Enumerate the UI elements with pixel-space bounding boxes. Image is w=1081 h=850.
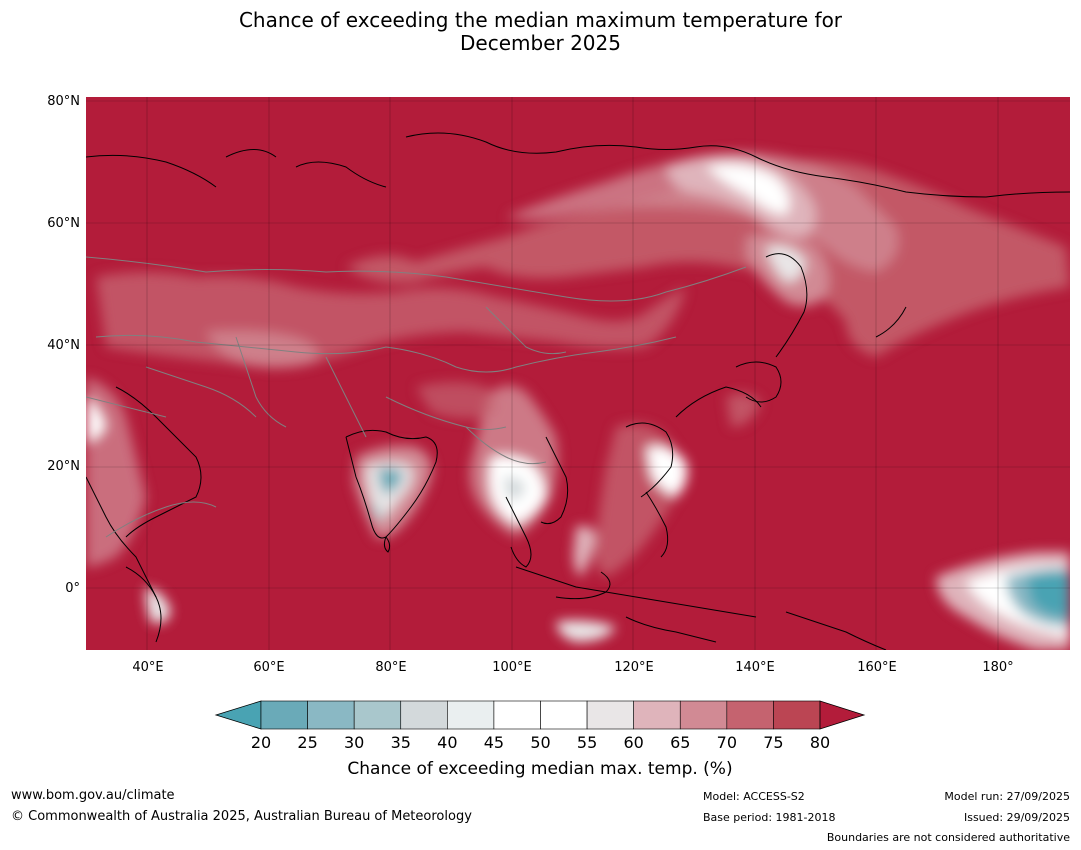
disclaimer-text: Boundaries are not considered authoritat… [826, 831, 1070, 844]
colorbar-swatch [400, 700, 448, 730]
colorbar-swatch [447, 700, 495, 730]
lon-label-40e: 40°E [132, 660, 164, 675]
lon-label-160e: 160°E [857, 660, 897, 675]
lon-label-100e: 100°E [492, 660, 532, 675]
colorbar-tick-label: 30 [343, 733, 365, 752]
colorbar-swatch [307, 700, 355, 730]
title-line-2: December 2025 [460, 31, 621, 55]
map-area [86, 97, 1070, 650]
lat-label-0: 0° [65, 581, 80, 596]
lon-label-120e: 120°E [614, 660, 654, 675]
colorbar-tick-label: 40 [437, 733, 458, 752]
colorbar-tick-label: 35 [390, 733, 411, 752]
graticule [86, 97, 1070, 650]
lon-label-140e: 140°E [735, 660, 775, 675]
colorbar-swatch [493, 700, 541, 730]
colorbar-tick-label: 45 [483, 733, 505, 752]
colorbar-title: Chance of exceeding median max. temp. (%… [347, 759, 733, 779]
colorbar-tick-label: 20 [250, 733, 272, 752]
lat-label-80n: 80°N [47, 94, 80, 109]
colorbar-swatch [260, 700, 308, 730]
lon-label-80e: 80°E [375, 660, 407, 675]
colorbar-tick-label: 70 [716, 733, 737, 752]
model-text: Model: ACCESS-S2 [703, 790, 805, 803]
base-period-text: Base period: 1981-2018 [703, 811, 836, 824]
lon-label-180: 180° [982, 660, 1014, 675]
colorbar-tick-label: 50 [530, 733, 551, 752]
colorbar-swatch [726, 700, 774, 730]
colorbar-swatch [633, 700, 681, 730]
lat-label-60n: 60°N [47, 216, 80, 231]
lat-label-20n: 20°N [47, 459, 80, 474]
colorbar-swatch [586, 700, 634, 730]
colorbar-tick-label: 25 [297, 733, 318, 752]
chart-title: Chance of exceeding the median maximum t… [0, 9, 1081, 55]
map-svg [86, 97, 1070, 650]
title-line-1: Chance of exceeding the median maximum t… [238, 8, 843, 32]
website-link[interactable]: www.bom.gov.au/climate [11, 788, 175, 803]
colorbar-tick-label: 65 [670, 733, 691, 752]
lon-label-60e: 60°E [253, 660, 285, 675]
colorbar-tick-label: 60 [623, 733, 644, 752]
colorbar-swatch [679, 700, 728, 730]
colorbar-swatch [540, 700, 588, 730]
copyright-text: © Commonwealth of Australia 2025, Austra… [11, 809, 472, 824]
model-run-text: Model run: 27/09/2025 [944, 790, 1070, 803]
colorbar-extend-high [819, 700, 866, 730]
lat-label-40n: 40°N [47, 338, 80, 353]
coastlines [86, 132, 1070, 650]
colorbar-extend-low [214, 700, 262, 730]
colorbar-tick-label: 75 [763, 733, 784, 752]
colorbar-swatch [773, 700, 821, 730]
colorbar-tick-label: 80 [809, 733, 831, 752]
colorbar-swatch [353, 700, 402, 730]
country-borders [86, 256, 747, 538]
colorbar [214, 700, 866, 730]
issued-text: Issued: 29/09/2025 [963, 811, 1070, 824]
colorbar-tick-label: 55 [576, 733, 598, 752]
probability-shading [86, 152, 1070, 650]
